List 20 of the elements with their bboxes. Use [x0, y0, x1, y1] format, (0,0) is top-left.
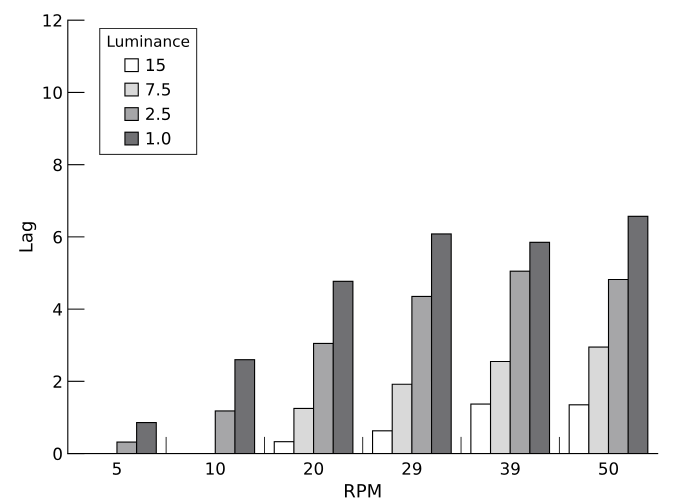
- y-tick-label: 8: [53, 158, 62, 172]
- x-tick-label: 39: [500, 462, 520, 475]
- y-tick-label: 12: [44, 14, 62, 26]
- legend-label: 1.0: [146, 132, 170, 145]
- legend-label: 7.5: [146, 83, 170, 96]
- y-tick-label: 2: [54, 375, 62, 388]
- y-tick-label: 10: [44, 86, 62, 99]
- legend-label: 2.5: [146, 108, 170, 120]
- x-axis-title: RPM: [344, 484, 380, 498]
- x-tick-label: 50: [599, 462, 618, 475]
- x-tick-label: 5: [112, 462, 121, 475]
- legend-title: Luminance: [108, 35, 190, 47]
- x-tick-label: 20: [304, 462, 324, 475]
- y-tick-label: 6: [54, 230, 62, 244]
- y-axis-title: Lag: [19, 222, 36, 252]
- y-tick-label: 4: [53, 303, 62, 316]
- x-tick-label: 10: [206, 462, 225, 475]
- y-tick-label: 0: [53, 448, 62, 460]
- legend-label: 15: [146, 58, 165, 72]
- x-tick-label: 29: [402, 462, 422, 475]
